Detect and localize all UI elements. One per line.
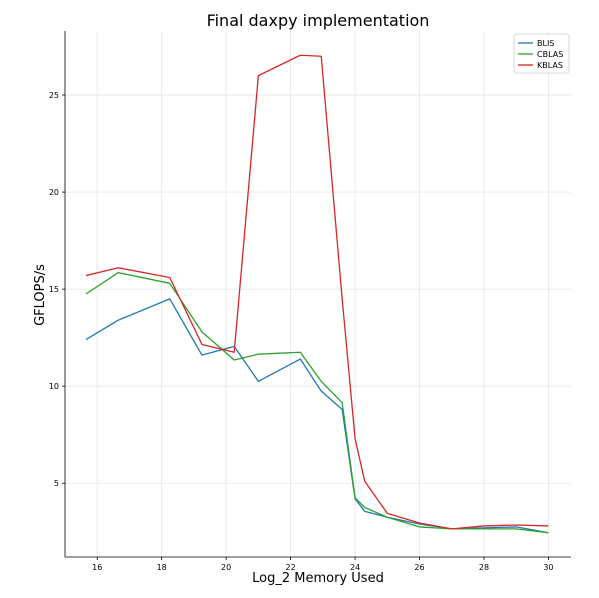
legend-box xyxy=(513,33,570,74)
series-line-blis xyxy=(85,298,549,534)
y-tick-label: 10 xyxy=(49,382,59,391)
x-tick-label: 24 xyxy=(350,563,360,572)
x-tick-label: 28 xyxy=(479,563,489,572)
series-line-kblas xyxy=(85,54,549,530)
x-axis-label: Log_2 Memory Used xyxy=(252,571,384,586)
x-tick-label: 20 xyxy=(221,563,231,572)
y-tick-label: 20 xyxy=(49,188,59,197)
x-tick-label: 16 xyxy=(92,563,102,572)
x-tick-label: 18 xyxy=(157,563,167,572)
axes xyxy=(62,31,571,560)
tick-labels: 16 18 20 22 24 26 28 30 5 10 15 20 25 xyxy=(49,91,554,572)
y-tick-label: 15 xyxy=(49,285,59,294)
legend: BLIS CBLAS KBLAS xyxy=(513,33,570,74)
legend-label-kblas: KBLAS xyxy=(537,61,563,70)
x-tick-label: 22 xyxy=(286,563,296,572)
x-tick-label: 30 xyxy=(543,563,553,572)
series-kblas xyxy=(85,54,549,530)
legend-label-blis: BLIS xyxy=(537,39,554,48)
legend-label-cblas: CBLAS xyxy=(537,50,563,59)
series-lines xyxy=(85,54,549,534)
y-tick-label: 5 xyxy=(54,479,59,488)
y-axis-label: GFLOPS/s xyxy=(33,264,48,326)
y-tick-label: 25 xyxy=(49,91,59,100)
grid xyxy=(65,31,571,557)
series-line-cblas xyxy=(85,271,549,534)
x-tick-label: 26 xyxy=(414,563,424,572)
series-cblas xyxy=(85,271,549,534)
chart-title: Final daxpy implementation xyxy=(207,11,430,30)
series-blis xyxy=(85,298,549,534)
